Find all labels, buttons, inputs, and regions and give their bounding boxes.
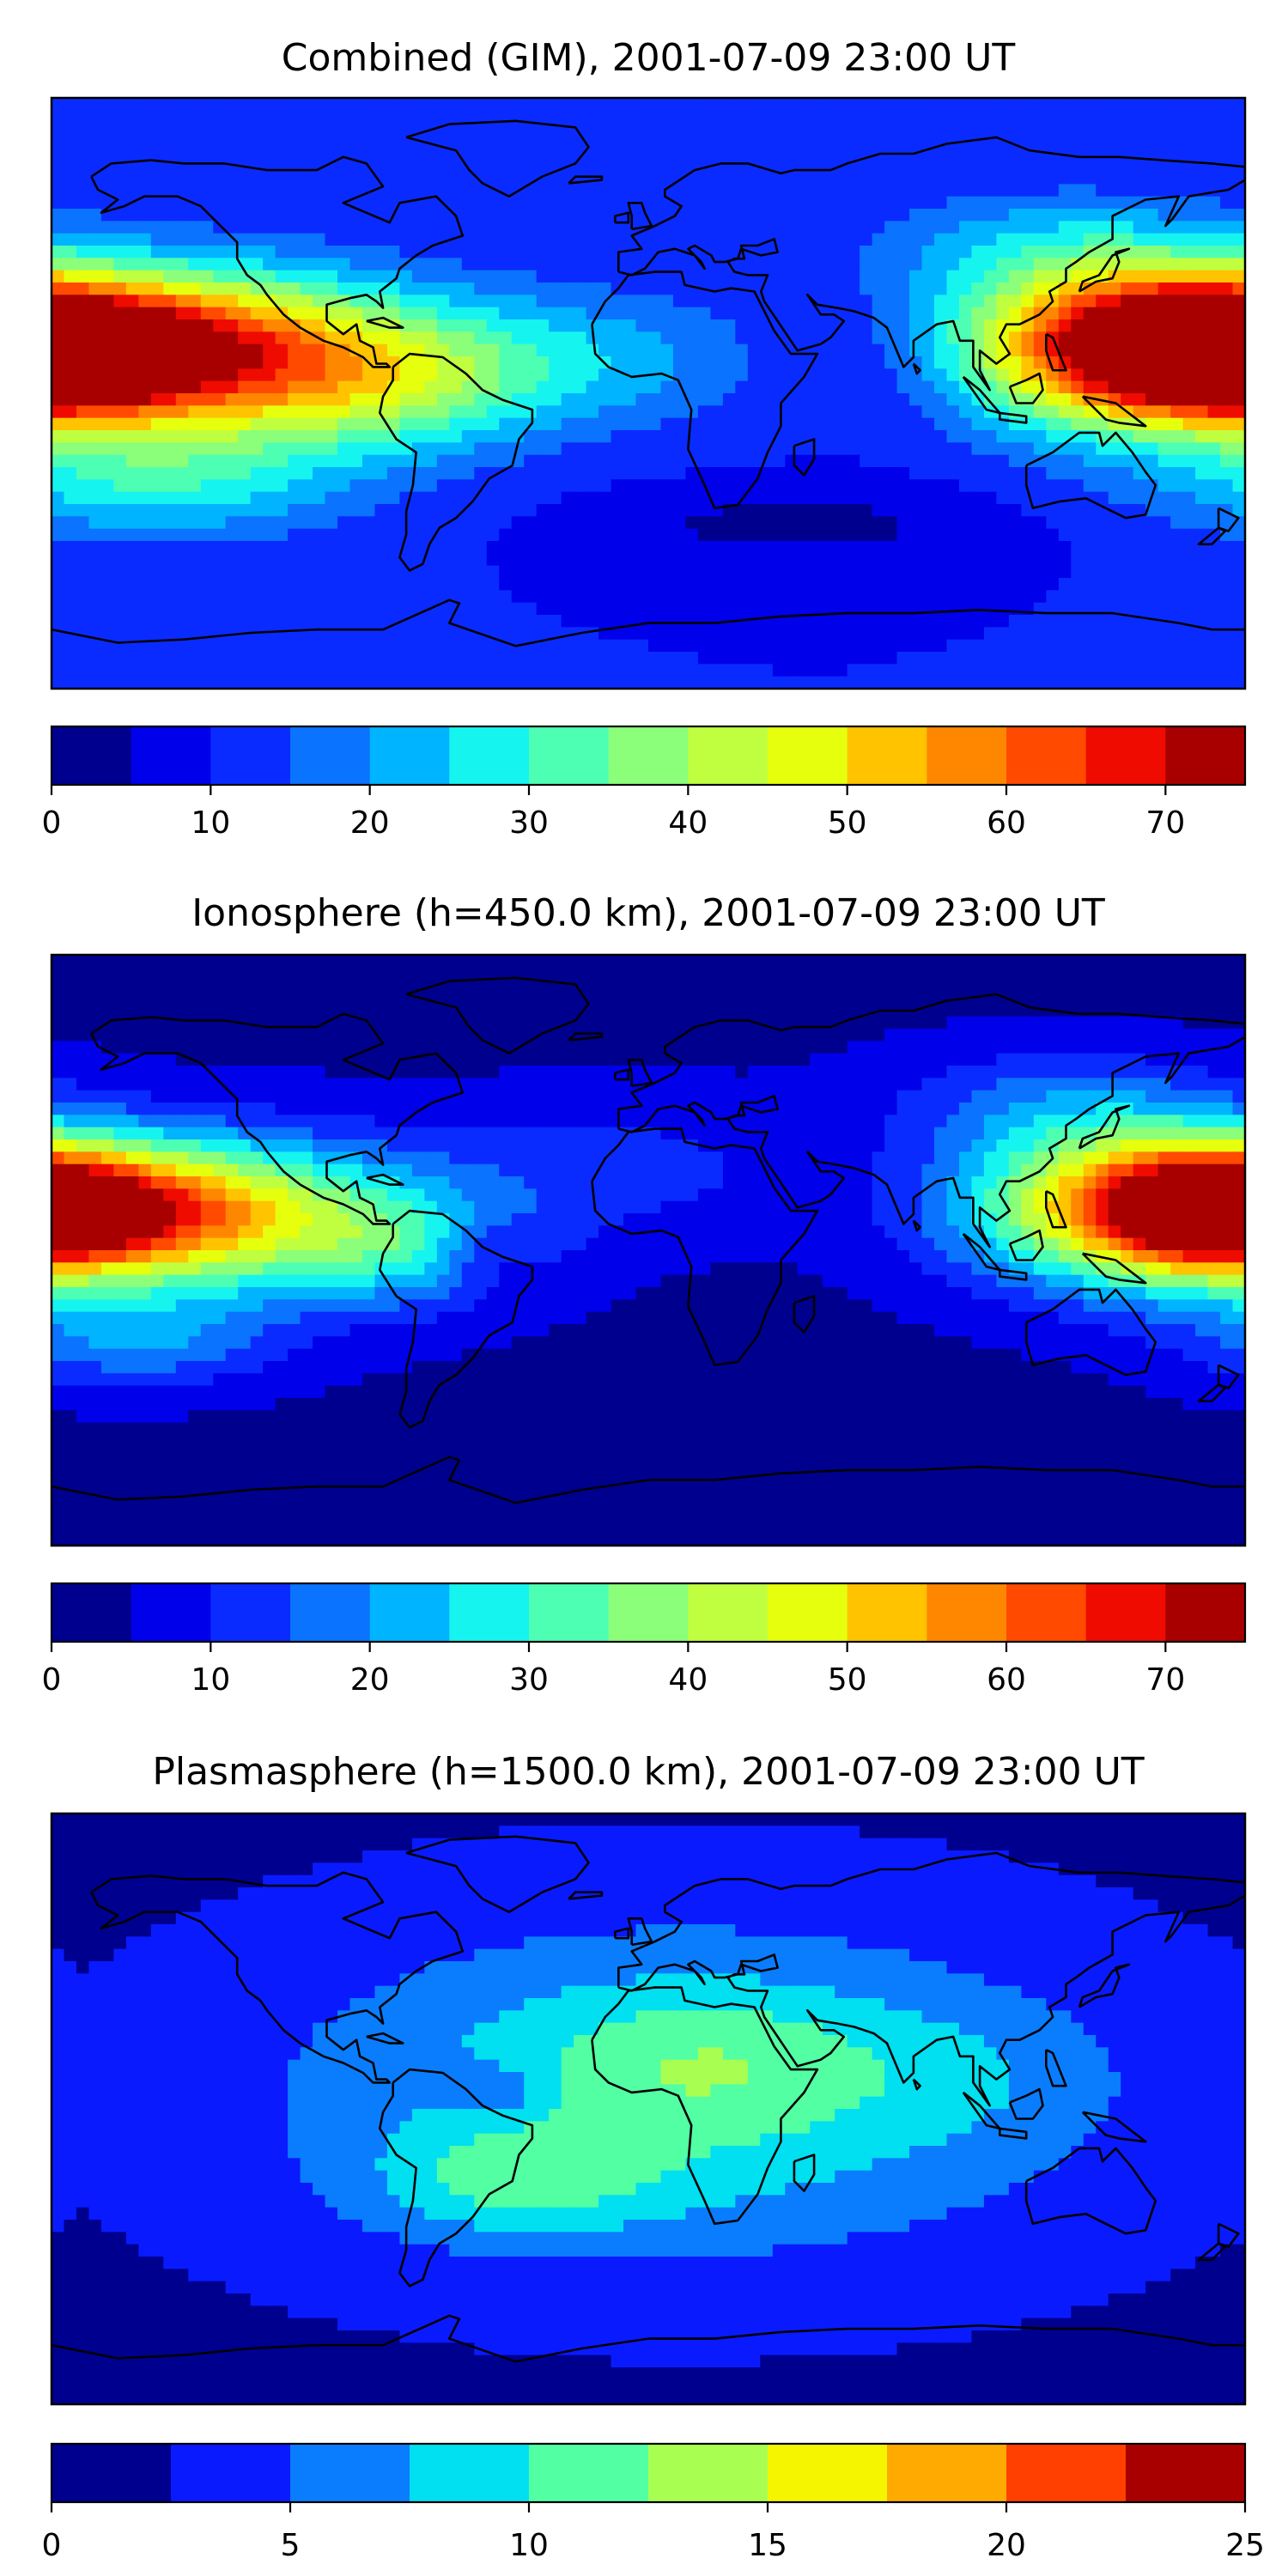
colorbar-bin <box>52 2444 172 2502</box>
colorbar-tick-label: 30 <box>509 805 549 841</box>
colorbar-bin <box>1085 726 1166 785</box>
colorbar-tick-label: 20 <box>350 805 390 841</box>
map-field <box>52 98 1245 689</box>
colorbar-bin <box>1126 2444 1246 2502</box>
colorbar-bin <box>290 726 371 785</box>
coastlines <box>52 1835 1245 2363</box>
colorbar-bin <box>768 2444 888 2502</box>
colorbar-tick-label: 10 <box>509 2528 549 2563</box>
colorbar-bin <box>1006 1583 1087 1642</box>
colorbar-bin <box>608 1583 689 1642</box>
colorbar: 0 10 20 30 40 50 60 70 <box>42 1582 1247 1698</box>
colorbar-tick-label: 50 <box>828 805 867 841</box>
colorbar-bin <box>529 1583 610 1642</box>
colorbar-tick-label: 60 <box>987 805 1026 841</box>
coastlines <box>52 976 1245 1504</box>
colorbar-bin <box>52 726 132 785</box>
colorbar-bin <box>369 1583 450 1642</box>
colorbar-bin <box>210 1583 291 1642</box>
colorbar-bin <box>529 2444 649 2502</box>
map-frame <box>50 953 1247 1547</box>
colorbar-bin <box>927 1583 1007 1642</box>
colorbar-bin <box>410 2444 530 2502</box>
colorbar-tick-label: 70 <box>1145 805 1185 841</box>
colorbar-bin <box>369 726 450 785</box>
colorbar-tick-label: 40 <box>668 1662 708 1698</box>
colorbar-bin <box>131 726 211 785</box>
colorbar-bin <box>688 726 769 785</box>
map-frame <box>50 96 1247 690</box>
colorbar-bin <box>688 1583 769 1642</box>
colorbar-bin <box>290 2444 410 2502</box>
colorbar-tick-label: 25 <box>1225 2528 1265 2563</box>
panel-title: Combined (GIM), 2001-07-09 23:00 UT <box>282 36 1016 80</box>
colorbar-bin <box>290 1583 371 1642</box>
colorbar-bin <box>1085 1583 1166 1642</box>
colorbar-bin <box>1165 726 1246 785</box>
colorbar-tick-label: 15 <box>748 2528 787 2563</box>
colorbar-tick-label: 10 <box>191 805 230 841</box>
panel-title: Ionosphere (h=450.0 km), 2001-07-09 23:0… <box>191 891 1105 935</box>
panel-combined-gim: Combined (GIM), 2001-07-09 23:00 UT 0 10 20… <box>42 36 1247 841</box>
colorbar-tick-label: 20 <box>350 1662 390 1698</box>
map-field <box>52 955 1245 1546</box>
colorbar-bin <box>529 726 610 785</box>
colorbar: 0 10 20 30 40 50 60 70 <box>42 725 1247 841</box>
colorbar-bin <box>449 1583 530 1642</box>
colorbar-bin <box>648 2444 769 2502</box>
map-frame <box>50 1812 1247 2406</box>
colorbar-tick-label: 10 <box>191 1662 230 1698</box>
colorbar-bin <box>449 726 530 785</box>
colorbar-tick-label: 60 <box>987 1662 1026 1698</box>
panel-ionosphere: Ionosphere (h=450.0 km), 2001-07-09 23:0… <box>42 891 1247 1698</box>
panel-title: Plasmasphere (h=1500.0 km), 2001-07-09 2… <box>152 1750 1144 1794</box>
colorbar-bin <box>927 726 1007 785</box>
colorbar-tick-label: 0 <box>42 805 62 841</box>
colorbar-bin <box>608 726 689 785</box>
colorbar-bin <box>768 1583 848 1642</box>
colorbar-bin <box>1165 1583 1246 1642</box>
coastlines <box>52 119 1245 647</box>
colorbar: 0 5 10 15 20 25 <box>42 2442 1265 2563</box>
colorbar-tick-label: 0 <box>42 1662 62 1698</box>
colorbar-bin <box>210 726 291 785</box>
colorbar-tick-label: 30 <box>509 1662 549 1698</box>
colorbar-bin <box>131 1583 211 1642</box>
colorbar-bin <box>1006 726 1087 785</box>
map-field <box>52 1814 1245 2404</box>
colorbar-bin <box>887 2444 1007 2502</box>
colorbar-bin <box>1006 2444 1127 2502</box>
colorbar-bin <box>171 2444 291 2502</box>
colorbar-tick-label: 5 <box>281 2528 301 2563</box>
colorbar-bin <box>768 726 848 785</box>
panel-plasmasphere: Plasmasphere (h=1500.0 km), 2001-07-09 2… <box>42 1750 1265 2563</box>
colorbar-tick-label: 70 <box>1145 1662 1185 1698</box>
colorbar-tick-label: 20 <box>987 2528 1026 2563</box>
colorbar-bin <box>847 1583 927 1642</box>
colorbar-tick-label: 50 <box>828 1662 867 1698</box>
colorbar-tick-label: 0 <box>42 2528 62 2563</box>
colorbar-bin <box>52 1583 132 1642</box>
colorbar-bin <box>847 726 927 785</box>
colorbar-tick-label: 40 <box>668 805 708 841</box>
